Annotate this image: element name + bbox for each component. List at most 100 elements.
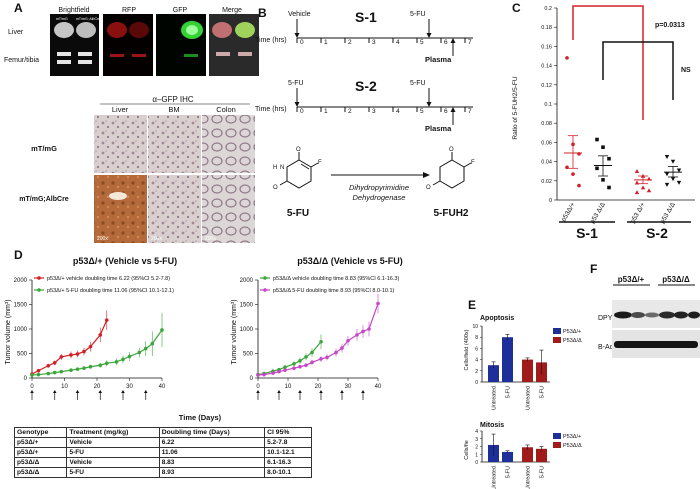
chart-d-point: [104, 361, 109, 366]
timeline-tick-label: 7: [468, 108, 472, 115]
table-cell: 8.0-10.1: [264, 467, 312, 478]
chart-d-ytick-label: 0: [24, 376, 28, 382]
arrow-plasma-head: [450, 38, 456, 43]
chart-d-point: [82, 366, 86, 370]
timelines: 0 1 2 3 4 5 6 7 0 1 2 3 4 5 6 7: [294, 19, 473, 125]
group-label-s2: S-2: [646, 225, 668, 241]
chart-d-ytick-label: 1500: [14, 303, 28, 309]
chart-e-legend-top: P53Δ/+ P53Δ/Δ: [553, 328, 582, 344]
chart-d-point: [59, 369, 64, 374]
enzyme-line1: Dihydropyrimidine: [349, 183, 409, 192]
chart-c-ytick-label: 0.04: [541, 160, 552, 166]
chart-e-ytick-label: 2: [475, 369, 478, 375]
chart-c-ytick-label: 0.08: [541, 121, 552, 127]
table-header-cell: Treatment (mg/kg): [66, 427, 160, 438]
timeline-tick-label: 5: [420, 39, 424, 46]
timeline-tick-label: 3: [372, 39, 376, 46]
chart-d: p53Δ/+ (Vehicle vs 5-FU) p53Δ/Δ (Vehicle…: [5, 256, 403, 422]
schedule-s1-start-label: Vehicle: [288, 11, 311, 18]
chart-d-point: [46, 371, 51, 376]
schedule-s1-name: S-1: [355, 9, 377, 25]
chart-d-xtick-label: 20: [315, 384, 322, 390]
chart-d-point: [283, 365, 287, 370]
chart-d-point: [283, 368, 287, 372]
chart-d-xtick-label: 10: [61, 384, 68, 390]
chart-d-point: [75, 367, 80, 371]
chart-d-xtick-label: 40: [159, 384, 166, 390]
chart-e-ytick-label: 10: [472, 324, 478, 330]
chart-c: Ratio of 5-FUH2/5-FU 0 0.02 0.04 0.06 0.08 0.…: [512, 5, 695, 241]
chart-c-ytick-label: 0.06: [541, 140, 552, 146]
chart-d-legend-label: p53Δ/Δ vehicle doubling time 8.83 (95%CI…: [273, 276, 399, 282]
chart-c-point: [634, 190, 640, 195]
chart-e-ytick-label: 4: [475, 429, 478, 435]
chart-d-point: [150, 341, 155, 346]
timeline-tick-label: 0: [300, 39, 304, 46]
schedule-s2-end-label: Plasma: [425, 124, 452, 133]
chart-d-point: [256, 373, 260, 377]
ihc-liver-mtmg: [94, 115, 147, 173]
chart-c-ylabel: Ratio of 5-FUH2/5-FU: [512, 76, 519, 140]
row-label-liver: Liver: [8, 29, 24, 36]
chart-c-point: [595, 166, 599, 171]
chart-c-point: [676, 168, 682, 173]
panel-b-schedule: S-1 Vehicle 5-FU Time (hrs) Plasma S-2 5…: [255, 9, 475, 219]
chart-d-point: [114, 360, 119, 364]
chart-d-ytick-label: 500: [17, 352, 28, 358]
band-label-dpyd: DPYD: [598, 315, 617, 322]
chart-d-ytick-label: 2000: [240, 278, 254, 284]
chart-d-point: [304, 363, 308, 368]
atom-h: H: [273, 165, 277, 171]
chart-d-point: [69, 353, 73, 357]
panel-label-a: A: [14, 1, 23, 15]
dose-arrow-head: [30, 390, 34, 393]
atom-o-bottom: O: [273, 185, 278, 191]
dose-arrow-head: [277, 390, 281, 393]
imaging-header-gfp: GFP: [173, 7, 188, 14]
scale-label-bm: 200x: [151, 236, 162, 242]
chart-d-point: [121, 357, 125, 362]
chart-e-bar: [502, 337, 513, 382]
chart-e-apoptosis-title: Apoptosis: [480, 315, 514, 322]
chart-d-right: 0 500 1000 1500 2000 0 10 20 30 40 p53Δ/Δ vehicle …: [240, 276, 399, 400]
chart-d-ytick-label: 1000: [14, 327, 28, 333]
structure-5fuh2: O F O: [426, 147, 475, 191]
chart-d-point: [355, 333, 359, 337]
chart-d-point: [271, 371, 275, 375]
doubling-time-table: Genotype Treatment (mg/kg) Doubling time…: [13, 427, 312, 478]
chart-d-xlabel: Time (Days): [179, 413, 222, 422]
dose-arrow-head: [319, 390, 323, 393]
chart-e-ytick-label: 0: [475, 460, 478, 466]
atom-f: F: [318, 160, 322, 166]
chart-e-category-label: Untreated: [492, 386, 498, 410]
ihc-title: α–GFP IHC: [152, 95, 194, 104]
table-header-cell: Genotype: [13, 427, 68, 438]
timeline-tick-label: 1: [324, 108, 328, 115]
chart-c-ytick-label: 0.1: [544, 102, 552, 108]
table-row: p53Δ/+ Vehicle 6.22 5.2-7.8: [13, 437, 312, 448]
table-cell: 5.2-7.8: [264, 437, 312, 448]
dose-arrow-head: [75, 390, 80, 393]
chart-e-mitosis-title: Mitosis: [480, 422, 504, 429]
lane-group-het: p53Δ/+: [618, 275, 645, 284]
chart-c-point: [640, 185, 646, 190]
timeline-tick-label: 3: [372, 108, 376, 115]
ihc-col-bm: BM: [168, 105, 179, 114]
group-label-s1: S-1: [576, 225, 598, 241]
chart-c-point: [607, 185, 611, 190]
reaction-scheme: O F O N H O F O Dihydropyrimidine Dehydr…: [273, 147, 475, 219]
chart-e-category-label: Untreated: [526, 466, 532, 489]
chart-e-bar: [522, 359, 533, 382]
chart-d-series-line: [31, 329, 163, 376]
table-row: p53Δ/+ 5-FU 11.06 10.1-12.1: [13, 447, 312, 458]
lane-group-null: p53Δ/Δ: [662, 275, 690, 284]
legend-p53-het-2: P53Δ/+: [563, 434, 581, 440]
chart-d-ytick-label: 0: [250, 376, 254, 382]
chart-d-legend-marker: [37, 276, 41, 280]
bracket-ns: [602, 41, 674, 100]
timeline-tick-label: 0: [300, 108, 304, 115]
arrow-start-head: [294, 33, 300, 38]
chart-d-point: [143, 346, 148, 351]
chart-c-point: [565, 56, 569, 60]
chart-d-point: [98, 363, 103, 368]
